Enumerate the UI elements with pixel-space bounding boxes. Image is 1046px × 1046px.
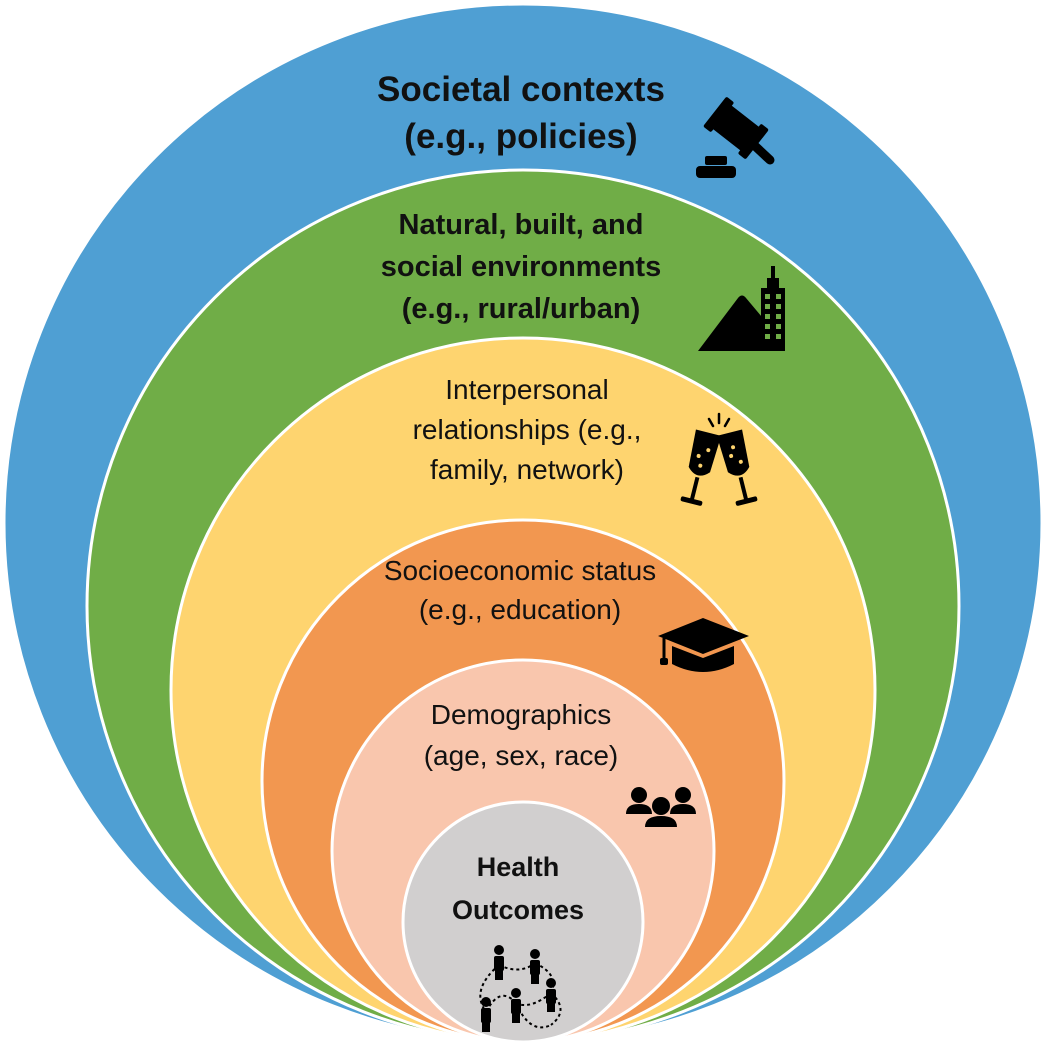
environments-line-3: (e.g., rural/urban)	[402, 293, 640, 325]
champagne-toast-icon	[680, 412, 758, 506]
ses-line-2: (e.g., education)	[419, 594, 621, 625]
group-icon	[626, 787, 696, 827]
graduation-cap-icon	[658, 618, 749, 672]
environments-line-2: social environments	[381, 251, 661, 283]
societal-line-2: (e.g., policies)	[404, 117, 637, 156]
societal-label: Societal contexts (e.g., policies)	[377, 70, 665, 156]
demographics-line-2: (age, sex, race)	[424, 740, 619, 771]
health-line-1: Health	[477, 852, 560, 882]
interpersonal-line-3: family, network)	[430, 454, 624, 485]
demographics-label: Demographics (age, sex, race)	[424, 699, 619, 771]
gavel-icon	[696, 97, 775, 178]
circle-health	[401, 800, 645, 1044]
health-label: Health Outcomes	[452, 852, 584, 925]
demographics-line-1: Demographics	[431, 699, 612, 730]
environments-line-1: Natural, built, and	[399, 209, 644, 241]
societal-line-1: Societal contexts	[377, 70, 665, 109]
interpersonal-line-2: relationships (e.g.,	[413, 414, 642, 445]
ses-label: Socioeconomic status (e.g., education)	[384, 555, 656, 625]
interpersonal-label: Interpersonal relationships (e.g., famil…	[413, 374, 642, 485]
connected-people-icon	[479, 945, 562, 1032]
environments-label: Natural, built, and social environments …	[381, 209, 661, 325]
city-icon	[698, 266, 785, 351]
health-line-2: Outcomes	[452, 895, 584, 925]
interpersonal-line-1: Interpersonal	[445, 374, 608, 405]
ses-line-1: Socioeconomic status	[384, 555, 656, 586]
